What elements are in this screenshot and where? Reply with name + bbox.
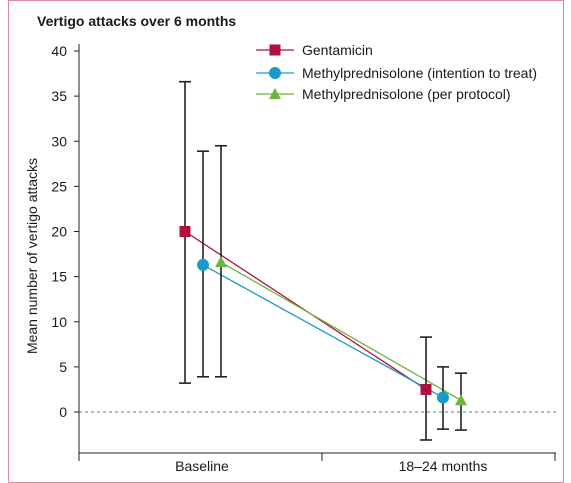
- data-point: [215, 256, 227, 268]
- x-tick-label: 18–24 months: [399, 458, 488, 474]
- y-axis-label: Mean number of vertigo attacks: [24, 158, 40, 354]
- data-point: [437, 391, 449, 404]
- data-point: [197, 258, 209, 271]
- legend-marker: [269, 67, 281, 79]
- y-tick-label: 15: [51, 269, 67, 285]
- y-tick-label: 20: [51, 224, 67, 240]
- y-tick-label: 5: [59, 359, 67, 375]
- data-point: [179, 226, 191, 237]
- data-point: [455, 394, 467, 406]
- plot-area: 0 5 10 15 20 25 30 35 40 Baseline 18–24 months: [51, 43, 556, 474]
- series-line: [220, 261, 462, 401]
- y-tick-label: 10: [51, 314, 67, 330]
- y-tick-label: 35: [51, 88, 67, 104]
- y-tick-label: 0: [59, 404, 67, 420]
- chart-title: Vertigo attacks over 6 months: [37, 13, 236, 29]
- y-tick-label: 30: [51, 133, 67, 149]
- legend-marker: [269, 88, 281, 99]
- x-tick-label: Baseline: [175, 458, 229, 474]
- legend-entry: Methylprednisolone (intention to treat): [302, 65, 537, 81]
- legend-entry: Gentamicin: [302, 42, 373, 58]
- legend-marker: [269, 44, 281, 56]
- legend-entry: Methylprednisolone (per protocol): [302, 86, 511, 102]
- legend: Gentamicin Methylprednisolone (intention …: [256, 42, 537, 102]
- y-tick-label: 40: [51, 43, 67, 59]
- y-tick-label: 25: [51, 178, 67, 194]
- series-line: [202, 264, 444, 399]
- data-point: [420, 383, 432, 395]
